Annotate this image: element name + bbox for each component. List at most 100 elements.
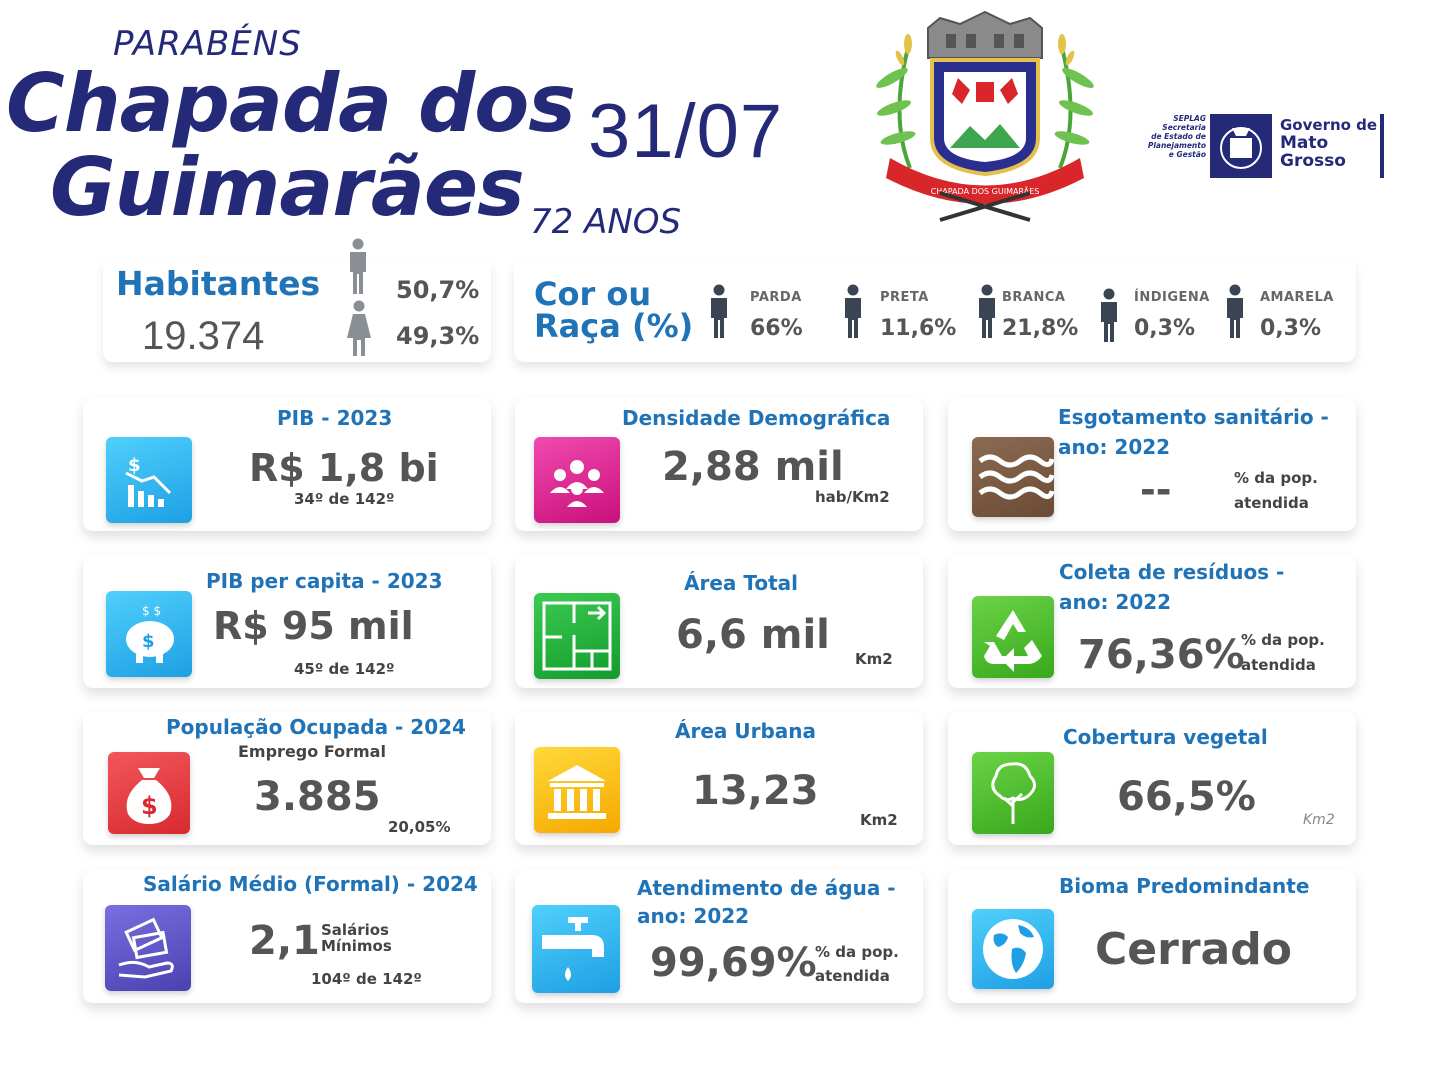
seplag-line: Planejamento xyxy=(1147,141,1206,150)
inhabitants-value: 19.374 xyxy=(142,314,265,358)
water-service-unit-line1: % da pop. xyxy=(815,943,899,961)
population-density-title: Densidade Demográfica xyxy=(622,406,891,430)
seplag-line: e Gestão xyxy=(1168,150,1206,159)
vegetation-cover-value: 66,5% xyxy=(1117,774,1256,820)
population-density-unit: hab/Km2 xyxy=(815,488,890,506)
mato-grosso-seal-icon xyxy=(1210,114,1272,178)
anniversary-date: 31/07 xyxy=(588,89,784,174)
city-name: Chapada dos Guimarães xyxy=(6,62,576,234)
gov-line1: Governo de xyxy=(1280,116,1378,134)
logo-divider xyxy=(1380,114,1384,178)
male-percentage: 50,7% xyxy=(396,276,480,304)
person-icon xyxy=(706,284,732,340)
tree-icon xyxy=(972,752,1054,834)
water-tap-icon xyxy=(532,905,620,993)
inhabitants-title: Habitantes xyxy=(116,264,321,303)
floor-plan-icon xyxy=(534,593,620,679)
gov-line2: Mato xyxy=(1280,133,1329,153)
race-label-indigena: ÍNDIGENA xyxy=(1134,290,1210,305)
bank-building-icon xyxy=(534,747,620,833)
average-salary-unit: Salários Mínimos xyxy=(321,922,392,954)
seplag-line: de Estado de xyxy=(1151,132,1206,141)
employed-population-subtitle: Emprego Formal xyxy=(238,742,386,761)
city-name-line2: Guimarães xyxy=(50,141,525,234)
race-label-preta: PRETA xyxy=(880,290,929,305)
water-service-value: 99,69% xyxy=(650,940,817,986)
pib-title: PIB - 2023 xyxy=(277,406,393,430)
race-value-parda: 66% xyxy=(750,316,803,341)
gov-line3: Grosso xyxy=(1280,151,1346,171)
piggy-bank-icon: $ $ $ xyxy=(106,591,192,677)
svg-text:$: $ xyxy=(141,792,158,820)
cash-hand-icon xyxy=(105,905,191,991)
population-density-value: 2,88 mil xyxy=(662,444,844,490)
waste-collection-unit-line2: atendida xyxy=(1241,656,1316,674)
sewage-unit: % da pop. atendida xyxy=(1234,466,1318,516)
crest-ribbon-text: CHAPADA DOS GUIMARÃES xyxy=(931,186,1040,196)
sewage-title-line2: ano: 2022 xyxy=(1058,435,1171,459)
waste-collection-value: 76,36% xyxy=(1078,632,1245,678)
recycle-icon xyxy=(972,596,1054,678)
waste-collection-unit-line1: % da pop. xyxy=(1241,631,1325,649)
city-name-line1: Chapada dos xyxy=(6,57,576,150)
biome-title: Bioma Predomindante xyxy=(1059,874,1310,898)
sewage-unit-line1: % da pop. xyxy=(1234,469,1318,487)
race-label-amarela: AMARELA xyxy=(1260,290,1334,305)
pib-per-capita-value: R$ 95 mil xyxy=(213,604,414,648)
sewage-title-line1: Esgotamento sanitário - xyxy=(1058,405,1329,429)
congrats-text: PARABÉNS xyxy=(113,24,302,64)
female-percentage: 49,3% xyxy=(396,322,480,350)
government-logo: SEPLAG Secretaria de Estado de Planejame… xyxy=(1140,112,1390,182)
biome-value: Cerrado xyxy=(1095,924,1292,975)
waste-collection-title: Coleta de resíduos - ano: 2022 xyxy=(1059,557,1284,617)
average-salary-unit-line1: Salários xyxy=(321,921,389,939)
seplag-line: Secretaria xyxy=(1162,123,1206,132)
water-service-unit: % da pop. atendida xyxy=(815,940,899,988)
average-salary-value: 2,1 xyxy=(249,918,320,964)
urban-area-unit: Km2 xyxy=(860,811,898,829)
svg-text:$: $ xyxy=(128,455,141,476)
svg-text:$: $ xyxy=(142,631,155,652)
race-title-line1: Cor ou xyxy=(534,275,652,313)
crest-year-text: 1954 xyxy=(1040,163,1055,170)
svg-text:$ $: $ $ xyxy=(142,604,161,618)
average-salary-title: Salário Médio (Formal) - 2024 xyxy=(143,872,478,896)
urban-area-title: Área Urbana xyxy=(675,719,817,743)
race-value-amarela: 0,3% xyxy=(1260,316,1322,341)
people-group-icon xyxy=(534,437,620,523)
sewage-value: -- xyxy=(1140,468,1172,512)
race-value-indigena: 0,3% xyxy=(1134,316,1196,341)
urban-area-value: 13,23 xyxy=(692,768,819,814)
pib-per-capita-rank: 45º de 142º xyxy=(294,660,395,678)
male-person-icon xyxy=(344,238,372,296)
water-service-title-line1: Atendimento de água - xyxy=(637,876,896,900)
total-area-value: 6,6 mil xyxy=(676,612,830,658)
globe-icon xyxy=(972,909,1054,989)
race-value-preta: 11,6% xyxy=(880,316,957,341)
declining-chart-icon: $ xyxy=(106,437,192,523)
race-title: Cor ou Raça (%) xyxy=(534,278,693,342)
anniversary-years: 72 ANOS xyxy=(530,202,682,242)
water-service-title-line2: ano: 2022 xyxy=(637,904,750,928)
person-icon xyxy=(840,284,866,340)
waste-collection-unit: % da pop. atendida xyxy=(1241,628,1325,678)
average-salary-rank: 104º de 142º xyxy=(311,970,422,988)
employed-population-percentage: 20,05% xyxy=(388,818,451,836)
race-panel xyxy=(514,258,1356,362)
pib-value: R$ 1,8 bi xyxy=(249,446,439,490)
seplag-label: SEPLAG xyxy=(1173,114,1206,123)
money-bag-icon: $ xyxy=(108,752,190,834)
total-area-title: Área Total xyxy=(684,571,799,595)
average-salary-unit-line2: Mínimos xyxy=(321,937,392,955)
water-service-unit-line2: atendida xyxy=(815,967,890,985)
sewage-waves-icon xyxy=(972,437,1054,517)
employed-population-value: 3.885 xyxy=(254,774,381,820)
person-icon xyxy=(1222,284,1248,340)
pib-per-capita-title: PIB per capita - 2023 xyxy=(206,569,443,593)
vegetation-cover-title: Cobertura vegetal xyxy=(1063,725,1268,749)
waste-collection-title-line2: ano: 2022 xyxy=(1059,590,1172,614)
race-label-parda: PARDA xyxy=(750,290,802,305)
sewage-unit-line2: atendida xyxy=(1234,494,1309,512)
person-icon xyxy=(974,284,1000,340)
inhabitants-panel xyxy=(103,258,491,362)
